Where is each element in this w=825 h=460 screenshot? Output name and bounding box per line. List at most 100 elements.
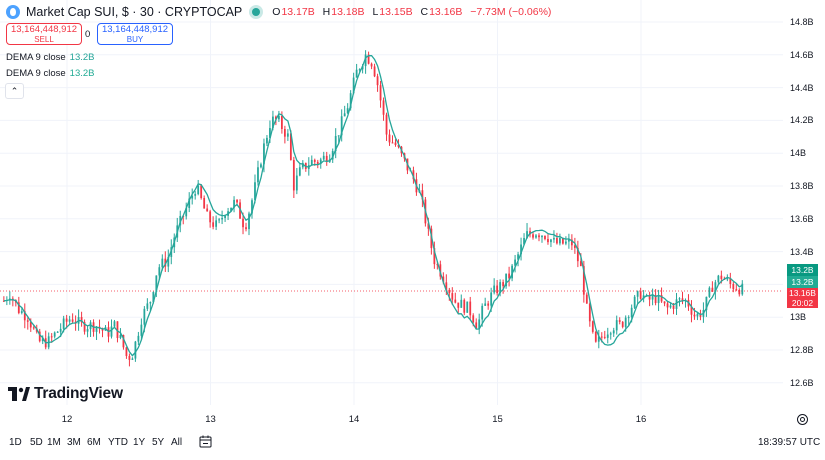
candle-up bbox=[490, 292, 493, 306]
candle-down bbox=[65, 318, 68, 322]
sell-button[interactable]: 13,164,448,912 SELL bbox=[6, 23, 82, 45]
candle-up bbox=[526, 231, 528, 239]
indicator-label: DEMA 9 close bbox=[6, 68, 66, 79]
sell-price: 13,164,448,912 bbox=[10, 24, 78, 35]
range-button-all[interactable]: All bbox=[171, 437, 183, 448]
candle-up bbox=[272, 116, 274, 129]
candle-down bbox=[648, 295, 651, 300]
candle-down bbox=[445, 282, 448, 290]
ohlc-change: −7.73M (−0.06%) bbox=[470, 6, 552, 18]
ohlc-label: H bbox=[322, 6, 331, 18]
candle-down bbox=[463, 299, 466, 313]
indicator-legend-2[interactable]: DEMA 9 close 13.2B bbox=[6, 68, 95, 79]
indicator-legend-1[interactable]: DEMA 9 close 13.2B bbox=[6, 52, 95, 63]
candle-down bbox=[239, 202, 241, 219]
candle-up bbox=[550, 239, 552, 243]
candle-up bbox=[466, 301, 469, 313]
candle-down bbox=[71, 319, 74, 322]
symbol-title[interactable]: Market Cap SUI, $ · 30 · CRYPTOCAP bbox=[26, 5, 243, 19]
utc-clock[interactable]: 18:39:57 UTC bbox=[758, 437, 821, 448]
candle-up bbox=[134, 341, 137, 359]
candle-up bbox=[615, 320, 618, 331]
candle-down bbox=[487, 303, 490, 306]
candle-up bbox=[355, 69, 358, 78]
candle-down bbox=[283, 128, 286, 137]
candle-up bbox=[131, 358, 134, 360]
candle-down bbox=[209, 211, 212, 223]
range-button-3m[interactable]: 3M bbox=[67, 437, 81, 448]
candle-down bbox=[469, 301, 472, 316]
candle-up bbox=[669, 305, 672, 308]
candle-up bbox=[191, 195, 194, 199]
calendar-range-icon[interactable] bbox=[199, 435, 213, 448]
candle-up bbox=[59, 328, 62, 332]
indicator-value: 13.2B bbox=[69, 52, 95, 63]
candle-down bbox=[370, 63, 373, 67]
price-tick-label: 13.4B bbox=[790, 246, 814, 257]
candle-up bbox=[251, 200, 253, 214]
gear-icon[interactable] bbox=[797, 414, 808, 425]
candle-down bbox=[164, 258, 167, 267]
candle-up bbox=[119, 335, 122, 338]
chevron-up-icon[interactable]: ⌃ bbox=[5, 83, 24, 99]
candle-up bbox=[218, 219, 221, 221]
tradingview-logo[interactable]: TradingView bbox=[8, 385, 123, 403]
candle-up bbox=[221, 217, 223, 220]
candle-up bbox=[110, 326, 113, 337]
candle-up bbox=[657, 295, 660, 304]
candle-down bbox=[538, 235, 540, 238]
candle-up bbox=[675, 299, 678, 309]
candle-down bbox=[101, 328, 104, 331]
candle-up bbox=[286, 133, 289, 137]
ohlc-value: 13.17B bbox=[281, 6, 315, 18]
candle-down bbox=[579, 261, 582, 267]
range-button-1d[interactable]: 1D bbox=[9, 437, 22, 448]
dema2-price-tag: 13.2B bbox=[787, 276, 818, 288]
candle-down bbox=[732, 283, 735, 290]
ohlc-value: 13.15B bbox=[379, 6, 413, 18]
candle-down bbox=[693, 314, 696, 317]
price-tick-label: 14.2B bbox=[790, 115, 814, 126]
candle-down bbox=[729, 278, 732, 284]
candle-up bbox=[630, 307, 633, 318]
candle-up bbox=[481, 305, 484, 320]
candle-up bbox=[254, 182, 256, 201]
candle-down bbox=[454, 299, 457, 303]
candle-up bbox=[541, 235, 543, 238]
candle-down bbox=[200, 185, 203, 199]
chart-grid bbox=[0, 0, 783, 405]
range-button-1m[interactable]: 1M bbox=[47, 437, 61, 448]
candle-up bbox=[460, 299, 463, 308]
price-tick-label: 12.8B bbox=[790, 345, 814, 355]
candle-up bbox=[62, 318, 65, 329]
candle-down bbox=[280, 115, 283, 129]
candle-down bbox=[600, 336, 603, 338]
candle-up bbox=[263, 143, 265, 165]
candle-down bbox=[313, 159, 316, 162]
candle-down bbox=[242, 218, 244, 228]
candle-down bbox=[26, 320, 29, 322]
range-button-6m[interactable]: 6M bbox=[87, 437, 101, 448]
candle-up bbox=[514, 259, 516, 266]
candle-down bbox=[457, 302, 460, 308]
candle-down bbox=[654, 295, 657, 304]
candle-up bbox=[155, 275, 158, 293]
candle-down bbox=[585, 294, 588, 304]
range-button-5y[interactable]: 5Y bbox=[152, 437, 165, 448]
range-button-5d[interactable]: 5D bbox=[30, 437, 43, 448]
candle-down bbox=[433, 248, 436, 265]
candle-down bbox=[448, 289, 451, 294]
ohlc-label: C bbox=[420, 6, 429, 18]
candle-down bbox=[660, 295, 663, 302]
candle-up bbox=[161, 258, 164, 268]
candle-up bbox=[478, 319, 481, 329]
candle-down bbox=[573, 245, 576, 248]
candle-up bbox=[301, 162, 304, 168]
buy-button[interactable]: 13,164,448,912 BUY bbox=[97, 23, 173, 45]
candle-down bbox=[451, 293, 454, 300]
candle-down bbox=[472, 315, 475, 323]
range-button-1y[interactable]: 1Y bbox=[133, 437, 146, 448]
candle-down bbox=[29, 321, 32, 328]
range-button-ytd[interactable]: YTD bbox=[108, 437, 128, 448]
